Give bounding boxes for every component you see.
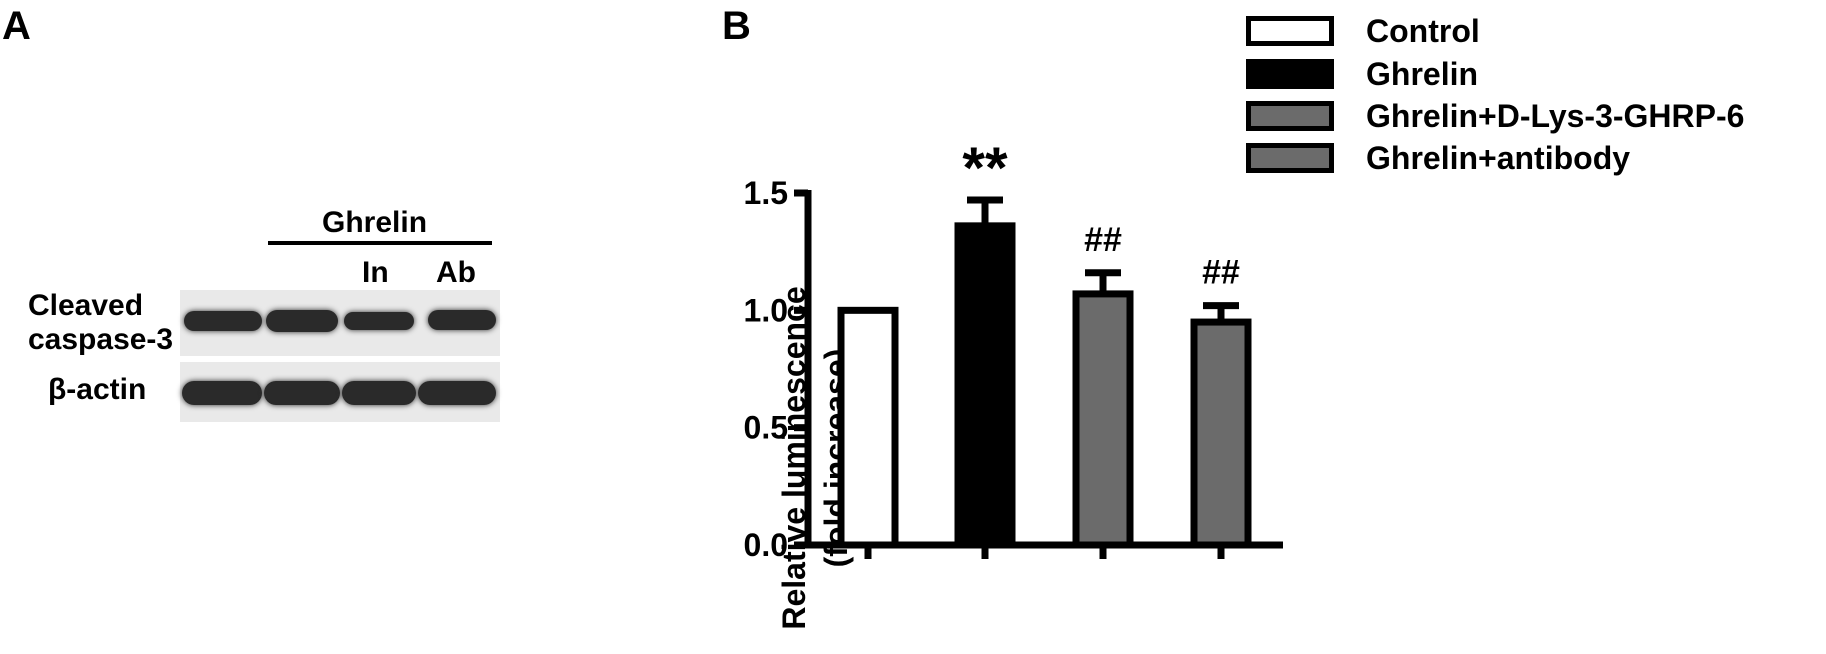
legend-swatch-inhibitor	[1246, 101, 1334, 131]
band-caspase-lane3	[344, 312, 414, 330]
band-caspase-lane1	[184, 311, 262, 331]
bar-4	[1190, 318, 1252, 549]
band-actin-lane1	[182, 381, 262, 405]
y-tick-label-2: 0.5	[744, 410, 788, 446]
y-tick-label-1: 0.0	[744, 527, 788, 563]
blot-group-line	[268, 241, 492, 245]
row-label-actin: β-actin	[48, 373, 147, 406]
lane-label-ab: Ab	[436, 256, 476, 289]
lane-label-in: In	[362, 256, 389, 289]
annotation-bar-3: ##	[1084, 221, 1122, 259]
panel-b-label: B	[722, 4, 751, 48]
y-tick-label-4: 1.5	[744, 175, 788, 211]
band-actin-lane4	[418, 381, 496, 405]
bar-2	[954, 222, 1016, 549]
legend-swatch-antibody	[1246, 143, 1334, 173]
band-caspase-lane4	[428, 310, 496, 330]
legend-text-control: Control	[1366, 13, 1480, 49]
legend-swatch-ghrelin	[1246, 59, 1334, 89]
band-caspase-lane2	[266, 310, 338, 332]
blot-group-label: Ghrelin	[322, 206, 428, 239]
row-label-cleaved: Cleaved	[28, 289, 144, 322]
legend-text-antibody: Ghrelin+antibody	[1366, 140, 1631, 176]
row-label-caspase: caspase-3	[28, 323, 174, 356]
y-tick-label-3: 1.0	[744, 292, 788, 328]
band-actin-lane3	[342, 381, 416, 405]
annotation-bar-2: **	[962, 136, 1008, 201]
legend-swatch-control	[1246, 16, 1334, 46]
legend-text-ghrelin: Ghrelin	[1366, 56, 1479, 92]
legend-text-inhibitor: Ghrelin+D-Lys-3-GHRP-6	[1366, 98, 1745, 134]
annotation-bar-4: ##	[1202, 254, 1240, 292]
bar-1	[837, 306, 899, 549]
band-actin-lane2	[264, 381, 340, 405]
panel-a-label: A	[2, 4, 31, 48]
bar-3	[1072, 290, 1134, 549]
